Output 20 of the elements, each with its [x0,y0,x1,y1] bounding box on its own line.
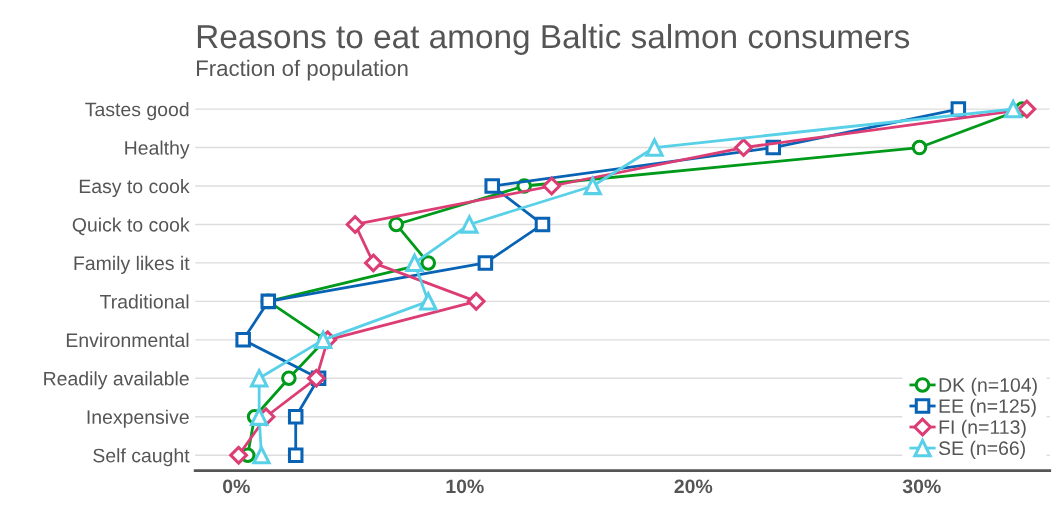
legend-label: DK (n=104) [939,377,1037,396]
x-tick-label: 0% [223,479,250,494]
chart-subtitle: Fraction of population [197,59,408,81]
y-tick-label: Quick to cook [72,217,190,236]
y-tick-label: Easy to cook [79,178,190,198]
chart-title: Reasons to eat among Baltic salmon consumers [197,23,910,55]
x-tick-label: 10% [446,479,484,494]
y-tick-label: Traditional [100,294,189,309]
y-tick-label: Family likes it [74,255,190,274]
legend-label: FI (n=113) [939,419,1026,438]
y-tick-label: Inexpensive [87,409,189,428]
y-tick-label: Environmental [66,332,189,348]
legend-label: EE (n=125) [939,398,1036,417]
x-tick-label: 20% [674,479,713,494]
y-tick-label: Readily available [44,371,189,390]
y-tick-label: Tastes good [85,102,189,121]
y-tick-label: Self caught [93,448,190,467]
y-tick-label: Healthy [125,140,190,159]
x-tick-label: 30% [902,479,941,494]
legend-label: SE (n=66) [938,440,1025,459]
